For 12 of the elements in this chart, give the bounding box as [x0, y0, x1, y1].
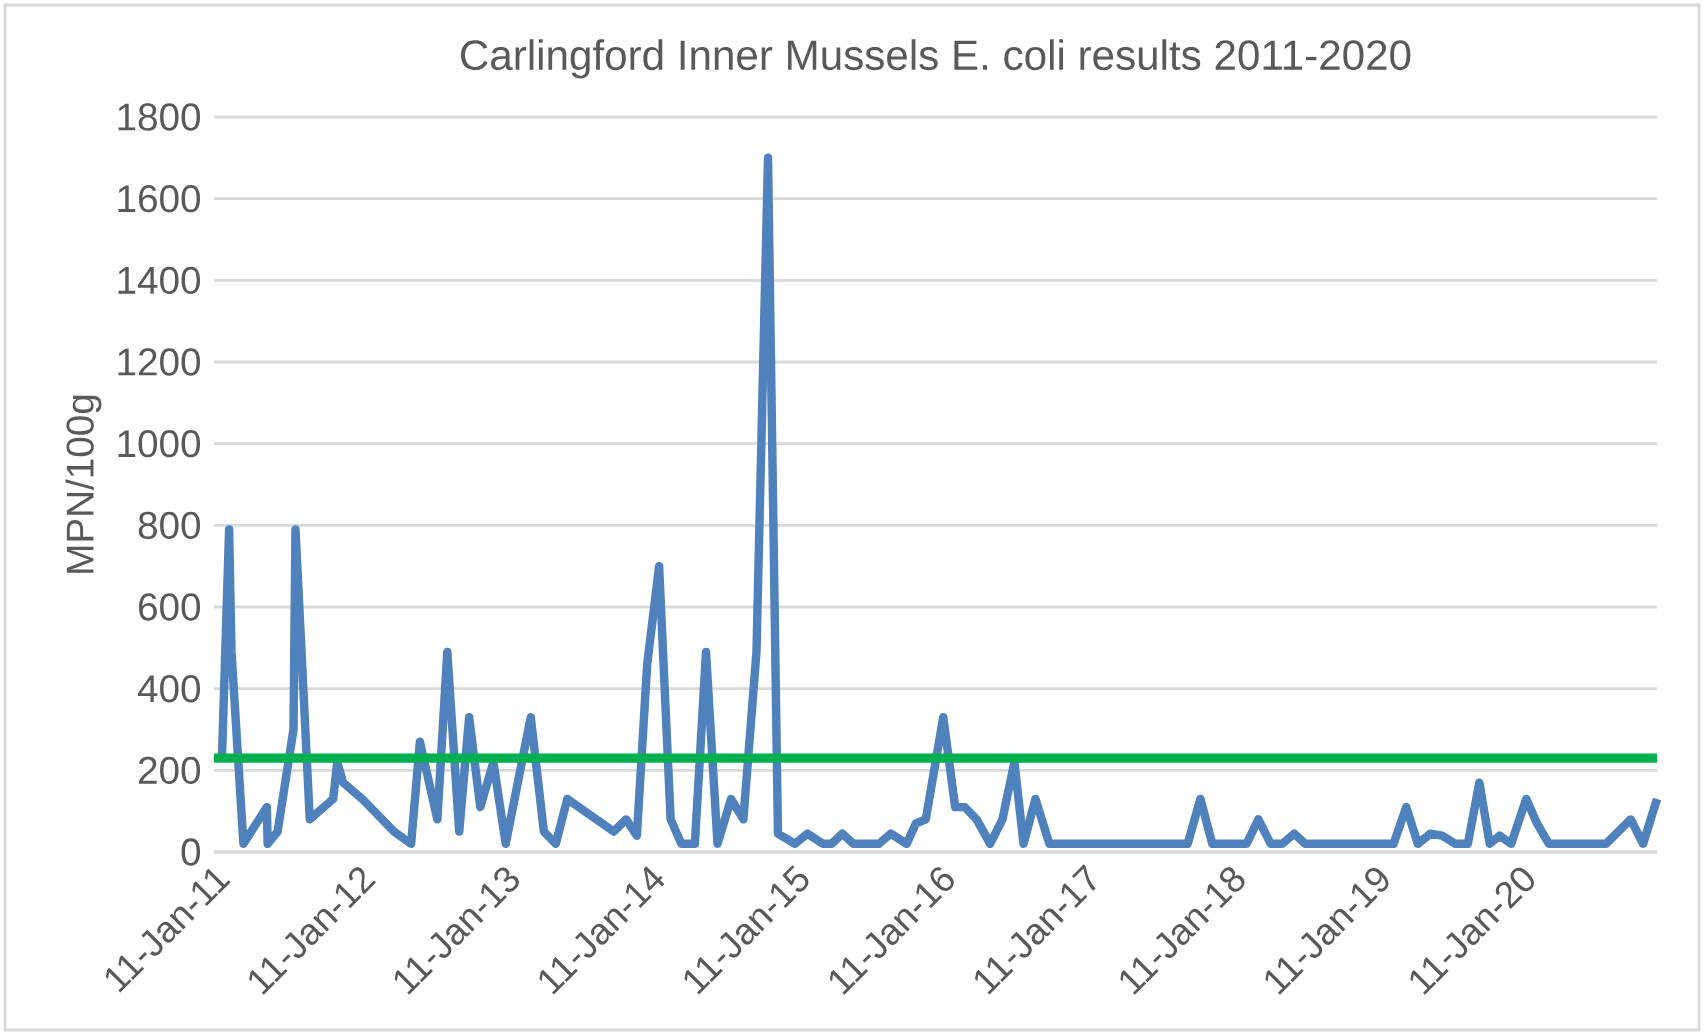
y-tick-label: 1000	[118, 430, 201, 458]
y-tick-label: 1800	[118, 103, 201, 131]
y-tick-label: 600	[139, 593, 201, 621]
y-tick-label: 400	[137, 675, 201, 703]
y-tick-label: 1200	[118, 348, 201, 376]
y-tick-label: 0	[181, 838, 201, 866]
y-tick-label: 200	[139, 756, 201, 785]
chart-title: Carlingford Inner Mussels E. coli results 2011-2020	[461, 39, 1411, 79]
y-tick-label: 1600	[118, 185, 201, 213]
y-axis-title: MPN/100g	[65, 395, 102, 573]
y-tick-label: 800	[138, 511, 201, 540]
y-tick-label: 1400	[118, 266, 201, 295]
